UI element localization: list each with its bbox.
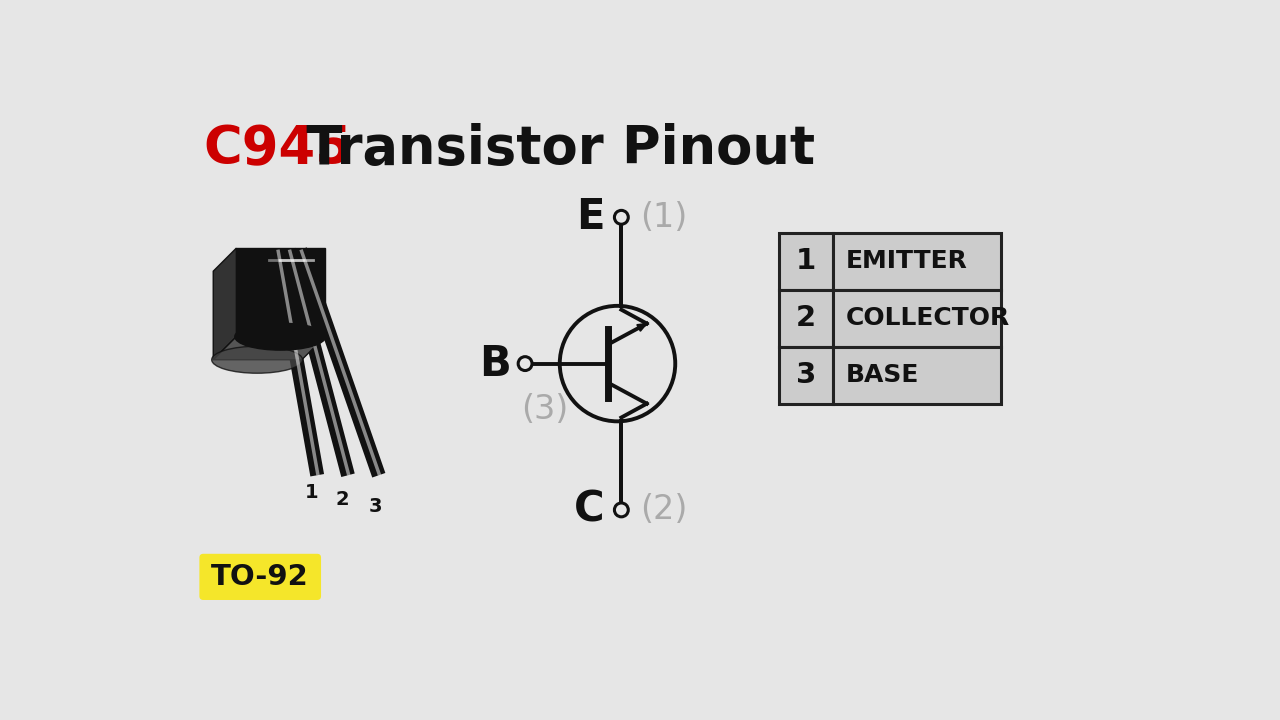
Bar xyxy=(833,346,1001,404)
Bar xyxy=(780,289,833,346)
Text: 2: 2 xyxy=(796,304,817,332)
Bar xyxy=(833,233,1001,289)
Text: B: B xyxy=(480,343,511,384)
Bar xyxy=(833,289,1001,346)
Text: COLLECTOR: COLLECTOR xyxy=(845,306,1010,330)
Text: 2: 2 xyxy=(335,490,349,509)
Text: 1: 1 xyxy=(305,483,319,502)
Circle shape xyxy=(614,210,628,224)
Circle shape xyxy=(614,503,628,517)
Text: BASE: BASE xyxy=(845,363,919,387)
Polygon shape xyxy=(237,248,325,337)
Polygon shape xyxy=(214,248,237,360)
Ellipse shape xyxy=(234,323,325,350)
Text: 3: 3 xyxy=(369,497,381,516)
Bar xyxy=(780,346,833,404)
Text: Transistor Pinout: Transistor Pinout xyxy=(288,123,815,176)
Text: C945: C945 xyxy=(204,123,352,176)
Text: E: E xyxy=(576,197,604,238)
FancyBboxPatch shape xyxy=(200,554,321,600)
Text: (3): (3) xyxy=(521,393,568,426)
Text: 1: 1 xyxy=(796,247,817,275)
Text: TO-92: TO-92 xyxy=(211,563,308,591)
Text: (1): (1) xyxy=(640,201,687,234)
Bar xyxy=(780,233,833,289)
Text: 3: 3 xyxy=(796,361,817,389)
Polygon shape xyxy=(637,323,646,331)
Text: C: C xyxy=(573,489,604,531)
Text: EMITTER: EMITTER xyxy=(845,249,968,273)
Polygon shape xyxy=(214,337,325,360)
Ellipse shape xyxy=(211,346,302,373)
Circle shape xyxy=(518,356,532,371)
Text: (2): (2) xyxy=(640,493,687,526)
